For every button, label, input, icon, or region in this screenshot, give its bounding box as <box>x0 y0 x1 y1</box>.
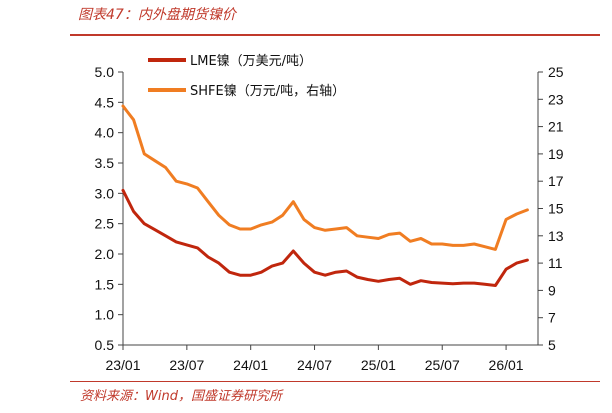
y-tick-label: 1.0 <box>95 307 115 323</box>
y2-tick-label: 23 <box>548 91 564 107</box>
x-tick-label: 25/01 <box>361 357 396 373</box>
series-line-lme <box>121 188 529 287</box>
source-rule <box>70 381 600 382</box>
x-tick-label: 24/01 <box>233 357 268 373</box>
x-tick-label: 23/01 <box>105 357 140 373</box>
y2-tick-label: 17 <box>548 173 564 189</box>
chart-axes: 0.5 1.0 1.5 2.0 2.5 3.0 3.5 4.0 4.5 5.0 5 7 9 11 13 15 1… <box>95 64 564 373</box>
y-tick-label: 2.0 <box>95 246 115 262</box>
title-rule <box>70 34 600 36</box>
y-tick-label: 3.5 <box>95 155 115 171</box>
y-tick-label: 4.0 <box>95 125 115 141</box>
y2-tick-label: 7 <box>548 310 556 326</box>
y2-tick-label: 11 <box>548 255 563 271</box>
chart-legend: LME镍（万美元/吨） SHFE镍（万元/吨，右轴） <box>148 54 345 99</box>
y2-tick-label: 25 <box>548 64 564 80</box>
y2-tick-label: 9 <box>548 282 556 298</box>
legend-label-shfe: SHFE镍（万元/吨，右轴） <box>190 84 345 99</box>
y-tick-label: 5.0 <box>95 64 115 80</box>
y-tick-label: 4.5 <box>95 94 115 110</box>
chart-source: 资料来源：Wind，国盛证券研究所 <box>80 389 282 404</box>
x-tick-label: 23/07 <box>169 357 204 373</box>
y-tick-label: 3.0 <box>95 185 115 201</box>
y-tick-label: 2.5 <box>95 216 115 232</box>
chart-title: 图表47：内外盘期货镍价 <box>78 7 236 23</box>
y2-tick-label: 15 <box>548 201 564 217</box>
x-tick-label: 26/01 <box>489 357 524 373</box>
chart-series <box>121 104 529 287</box>
series-line-shfe <box>121 104 529 251</box>
y2-tick-label: 19 <box>548 146 564 162</box>
y2-tick-label: 5 <box>548 337 556 353</box>
x-tick-label: 24/07 <box>297 357 332 373</box>
y-tick-label: 0.5 <box>95 337 115 353</box>
y2-tick-label: 21 <box>548 119 564 135</box>
y-tick-label: 1.5 <box>95 276 115 292</box>
legend-label-lme: LME镍（万美元/吨） <box>190 54 312 69</box>
y2-tick-label: 13 <box>548 228 564 244</box>
x-tick-label: 25/07 <box>425 357 460 373</box>
